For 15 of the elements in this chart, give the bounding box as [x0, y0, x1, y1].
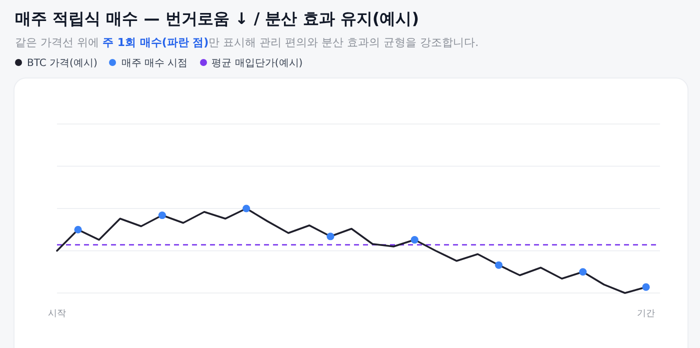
point	[74, 226, 82, 234]
x-tick-label: 기간	[637, 309, 655, 319]
point	[410, 236, 418, 244]
point	[326, 232, 334, 240]
point	[158, 211, 166, 220]
point	[494, 261, 503, 269]
chart-subtitle: 같은 가격선 위에 주 1회 매수(파란 점)만 표시해 관리 편의와 분산 효과의 균형을 강조합니다.	[15, 35, 479, 50]
legend-label: 매주 매수 시점	[121, 58, 188, 69]
legend-label: 평균 매입단가(예시)	[212, 58, 303, 69]
x-tick-label: 시작	[48, 309, 66, 319]
chart-title: 매주 적립식 매수 — 번거로움 ↓ / 분산 효과 유지(예시)	[15, 9, 420, 30]
point	[242, 204, 250, 212]
point	[642, 283, 650, 291]
legend-label: BTC 가격(예시)	[27, 58, 98, 69]
point	[579, 268, 587, 276]
